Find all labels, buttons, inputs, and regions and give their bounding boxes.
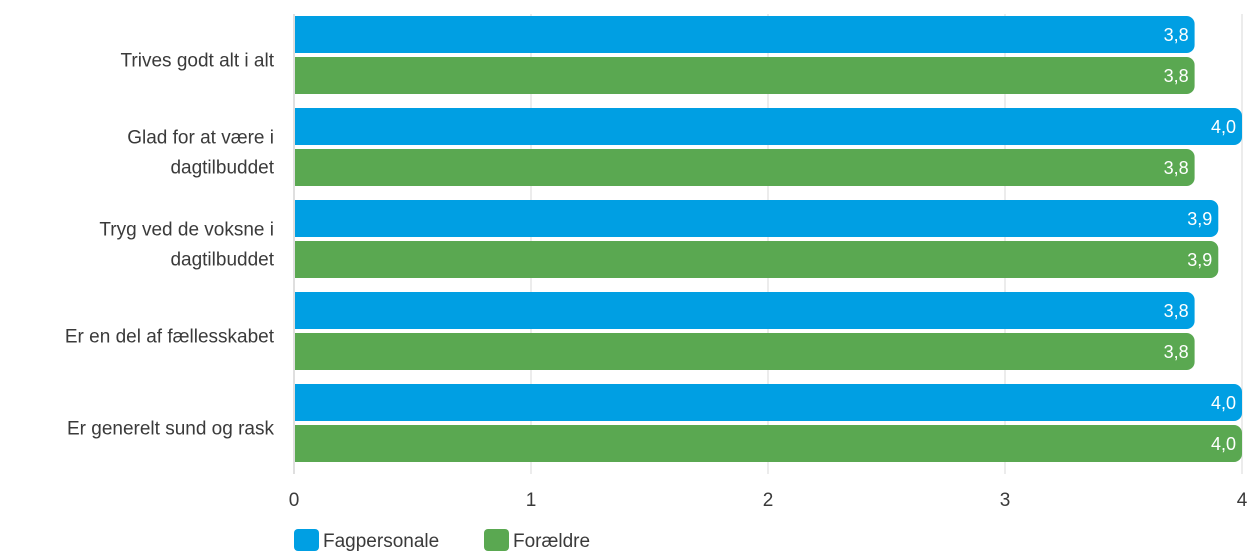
- bar-foraeldre: [295, 333, 1195, 370]
- bar-fagpersonale: [295, 16, 1195, 53]
- category-labels: Trives godt alt i alt Glad for at være i d…: [65, 51, 275, 440]
- legend-label: Forældre: [513, 531, 590, 552]
- legend: Fagpersonale Forældre: [294, 529, 590, 552]
- bar-fagpersonale: [295, 200, 1219, 237]
- bar-fagpersonale: [295, 108, 1242, 145]
- data-label: 4,0: [1211, 117, 1236, 137]
- category-label: Tryg ved de voksne i: [99, 220, 274, 241]
- legend-swatch: [484, 529, 509, 551]
- x-tick-label: 3: [1000, 490, 1011, 511]
- legend-label: Fagpersonale: [323, 531, 439, 552]
- bar-fagpersonale: [295, 292, 1195, 329]
- bar-foraeldre: [295, 241, 1219, 278]
- x-tick-label: 2: [763, 490, 774, 511]
- data-label: 4,0: [1211, 393, 1236, 413]
- x-tick-label: 0: [289, 490, 300, 511]
- bar-foraeldre: [295, 57, 1195, 94]
- bar-fagpersonale: [295, 384, 1242, 421]
- category-label: dagtilbuddet: [170, 158, 274, 179]
- data-label: 3,8: [1164, 158, 1189, 178]
- legend-swatch: [294, 529, 319, 551]
- data-label: 3,8: [1164, 301, 1189, 321]
- x-tick-label: 4: [1237, 490, 1248, 511]
- x-axis-tick-labels: 0 1 2 3 4: [289, 490, 1248, 511]
- category-label: Er en del af fællesskabet: [65, 327, 275, 348]
- category-label: Er generelt sund og rask: [67, 419, 275, 440]
- x-tick-label: 1: [526, 490, 537, 511]
- category-label: Trives godt alt i alt: [121, 51, 275, 72]
- data-label: 3,8: [1164, 342, 1189, 362]
- data-label: 3,9: [1187, 250, 1212, 270]
- bars-group: 3,8 3,8 4,0 3,8 3,9 3,9 3,8 3,8 4,0 4,0: [295, 16, 1242, 462]
- data-label: 3,8: [1164, 25, 1189, 45]
- category-label: Glad for at være i: [127, 128, 274, 149]
- category-label: dagtilbuddet: [170, 250, 274, 271]
- data-label: 3,9: [1187, 209, 1212, 229]
- bar-foraeldre: [295, 425, 1242, 462]
- data-label: 4,0: [1211, 434, 1236, 454]
- bar-foraeldre: [295, 149, 1195, 186]
- data-label: 3,8: [1164, 66, 1189, 86]
